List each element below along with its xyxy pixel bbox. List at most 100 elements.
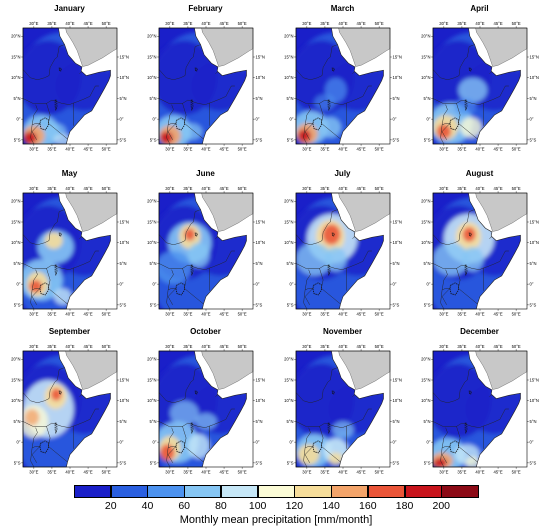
lat-tick-label: 0° (152, 117, 156, 122)
rain-region (159, 131, 173, 144)
lon-tick-label: 35°E (320, 470, 329, 475)
lon-tick-label: 40°E (201, 470, 210, 475)
coastline (158, 350, 247, 468)
lon-tick-label: 45°E (494, 470, 503, 475)
rain-region (296, 242, 333, 276)
lon-tick-label: 30°E (439, 312, 448, 317)
lon-tick-label: 40°E (338, 312, 347, 317)
lat-tick-label: 5°N (530, 419, 537, 424)
precipitation-map: 30°E 30°E 35°E 35°E 40°E 40°E 45°E 45°E 50°E 50°E… (11, 21, 129, 152)
lat-tick-label: 10°N (393, 240, 402, 245)
lon-tick-label: 30°E (439, 147, 448, 152)
lake-outline (175, 282, 186, 296)
country-border (295, 250, 372, 270)
country-border (440, 269, 448, 310)
country-border (31, 288, 41, 305)
coastline (22, 27, 111, 145)
map-panel: April 30°E 30°E 35°E 35°E 40°E 40°E 45°E 45°E 50°… (411, 0, 548, 165)
map-panel: October 30°E 30°E 35°E 35°E 40°E 40°E 45°E 45°E 5… (137, 323, 274, 488)
lat-tick-label: 5°N (286, 96, 293, 101)
country-border (22, 209, 65, 246)
country-border (489, 71, 492, 74)
month-title: July (334, 169, 351, 178)
lon-tick-label: 30°E (165, 470, 174, 475)
lon-tick-label: 45°E (357, 470, 366, 475)
lake-outline (312, 117, 323, 131)
rain-region (50, 388, 62, 401)
map-panel: July 30°E 30°E 35°E 35°E 40°E 40°E 45°E 45°E 50°E… (274, 165, 411, 330)
lon-tick-label: 40°E (65, 344, 74, 349)
country-border (295, 408, 372, 428)
coastline (158, 192, 247, 310)
lat-tick-label: 10°N (11, 75, 20, 80)
colorbar-label: 100 (248, 500, 267, 512)
lat-tick-label: 5°N (423, 419, 430, 424)
rain-region (184, 228, 196, 241)
lat-tick-label: 10°N (11, 240, 20, 245)
lat-tick-label: 0° (426, 440, 430, 445)
lon-tick-label: 50°E (512, 312, 521, 317)
lon-tick-label: 40°E (475, 186, 484, 191)
lat-tick-label: 5°N (256, 419, 263, 424)
precipitation-map: 30°E 30°E 35°E 35°E 40°E 40°E 45°E 45°E 50°E 50°E… (421, 186, 539, 317)
lat-tick-label: 15°N (11, 54, 20, 59)
country-border (295, 367, 338, 404)
lon-tick-label: 35°E (457, 147, 466, 152)
country-border (31, 123, 41, 140)
rain-region (433, 242, 470, 276)
lake-outline (468, 67, 472, 72)
lat-tick-label: 10°N (284, 398, 293, 403)
coastline (158, 27, 247, 145)
country-border (79, 394, 82, 397)
lon-tick-label: 45°E (494, 344, 503, 349)
lat-tick-label: 5°N (393, 96, 400, 101)
lat-tick-label: 0° (393, 117, 397, 122)
lat-tick-label: 15°N (120, 54, 129, 59)
country-border (46, 268, 68, 305)
lon-tick-label: 45°E (494, 147, 503, 152)
rain-region (169, 400, 199, 426)
precipitation-map: 30°E 30°E 35°E 35°E 40°E 40°E 45°E 45°E 50°E 50°E… (147, 186, 265, 317)
lon-tick-label: 50°E (102, 312, 111, 317)
rain-region (322, 224, 341, 245)
lat-tick-label: 10°N (393, 75, 402, 80)
lon-tick-label: 35°E (457, 21, 466, 26)
country-border (441, 123, 451, 140)
lon-tick-label: 40°E (65, 186, 74, 191)
lat-tick-label: 5°N (286, 261, 293, 266)
lon-tick-label: 35°E (320, 186, 329, 191)
country-border (22, 85, 99, 105)
lat-tick-label: 10°N (256, 398, 265, 403)
month-title: February (188, 4, 223, 13)
lon-tick-label: 35°E (320, 21, 329, 26)
lon-tick-label: 50°E (512, 147, 521, 152)
lon-tick-label: 30°E (29, 147, 38, 152)
lon-tick-label: 30°E (29, 344, 38, 349)
lat-tick-label: 5°N (423, 261, 430, 266)
month-title: January (54, 4, 85, 13)
lon-tick-label: 40°E (338, 21, 347, 26)
country-border (303, 427, 311, 468)
lon-tick-label: 50°E (375, 312, 384, 317)
lat-tick-label: 0° (289, 440, 293, 445)
lat-tick-label: 5°S (287, 460, 294, 465)
rain-region (319, 117, 342, 138)
lon-tick-label: 45°E (84, 21, 93, 26)
lon-tick-label: 30°E (29, 470, 38, 475)
colorbar-label: 140 (322, 500, 340, 512)
lon-tick-label: 35°E (457, 344, 466, 349)
lake-outline (464, 422, 468, 434)
rain-region (458, 77, 488, 103)
rain-region (187, 242, 210, 268)
lake-outline (331, 390, 335, 395)
coastline (432, 192, 521, 310)
country-border (158, 85, 235, 105)
lat-tick-label: 5°N (13, 96, 20, 101)
lon-tick-label: 50°E (102, 21, 111, 26)
lake-outline (194, 67, 198, 72)
lat-tick-label: 10°N (120, 398, 129, 403)
lon-tick-label: 35°E (47, 147, 56, 152)
precipitation-colorbar: 20 40 60 80 100 120 140 160 180 200 Monthly mean … (74, 485, 479, 526)
lat-tick-label: 15°N (421, 377, 430, 382)
lon-tick-label: 35°E (47, 312, 56, 317)
